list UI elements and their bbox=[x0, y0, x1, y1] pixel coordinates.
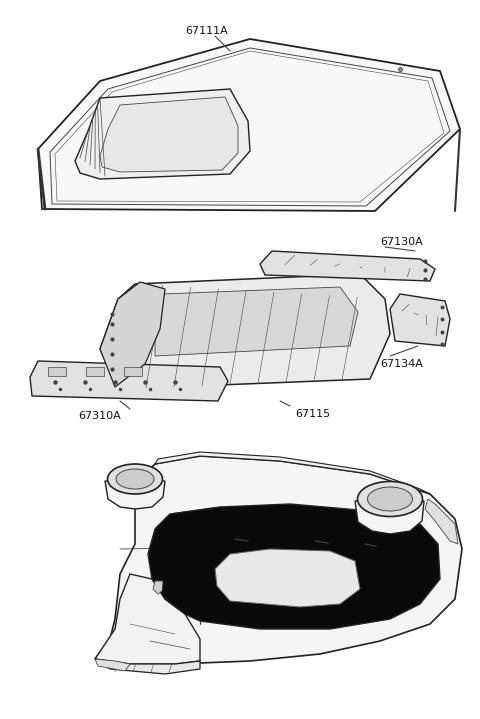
Polygon shape bbox=[86, 367, 104, 376]
Polygon shape bbox=[124, 367, 142, 376]
Polygon shape bbox=[155, 507, 220, 529]
Ellipse shape bbox=[116, 469, 154, 489]
Polygon shape bbox=[95, 574, 200, 664]
Polygon shape bbox=[152, 567, 200, 621]
Polygon shape bbox=[155, 287, 358, 356]
Polygon shape bbox=[295, 564, 352, 614]
Ellipse shape bbox=[108, 464, 163, 494]
Polygon shape bbox=[355, 501, 424, 534]
Polygon shape bbox=[30, 361, 228, 401]
Polygon shape bbox=[95, 456, 462, 664]
Polygon shape bbox=[48, 367, 66, 376]
Polygon shape bbox=[100, 274, 390, 389]
Polygon shape bbox=[352, 571, 392, 615]
Polygon shape bbox=[148, 504, 440, 629]
Polygon shape bbox=[38, 39, 460, 211]
Text: 67310A: 67310A bbox=[79, 411, 121, 421]
Ellipse shape bbox=[358, 482, 422, 516]
Polygon shape bbox=[425, 499, 458, 544]
Polygon shape bbox=[75, 89, 250, 179]
Polygon shape bbox=[100, 282, 165, 387]
Polygon shape bbox=[215, 549, 360, 607]
Polygon shape bbox=[200, 551, 258, 614]
Polygon shape bbox=[153, 581, 163, 594]
Polygon shape bbox=[95, 659, 200, 674]
Polygon shape bbox=[155, 452, 430, 494]
Polygon shape bbox=[105, 481, 165, 509]
Text: 67111A: 67111A bbox=[185, 26, 228, 36]
Text: 67115: 67115 bbox=[295, 409, 330, 419]
Ellipse shape bbox=[368, 487, 412, 511]
Polygon shape bbox=[100, 97, 238, 172]
Polygon shape bbox=[258, 561, 300, 611]
Polygon shape bbox=[95, 659, 130, 671]
Polygon shape bbox=[260, 251, 435, 281]
Polygon shape bbox=[390, 294, 450, 346]
Text: 67130A: 67130A bbox=[380, 237, 423, 247]
Text: 67134A: 67134A bbox=[380, 359, 423, 369]
